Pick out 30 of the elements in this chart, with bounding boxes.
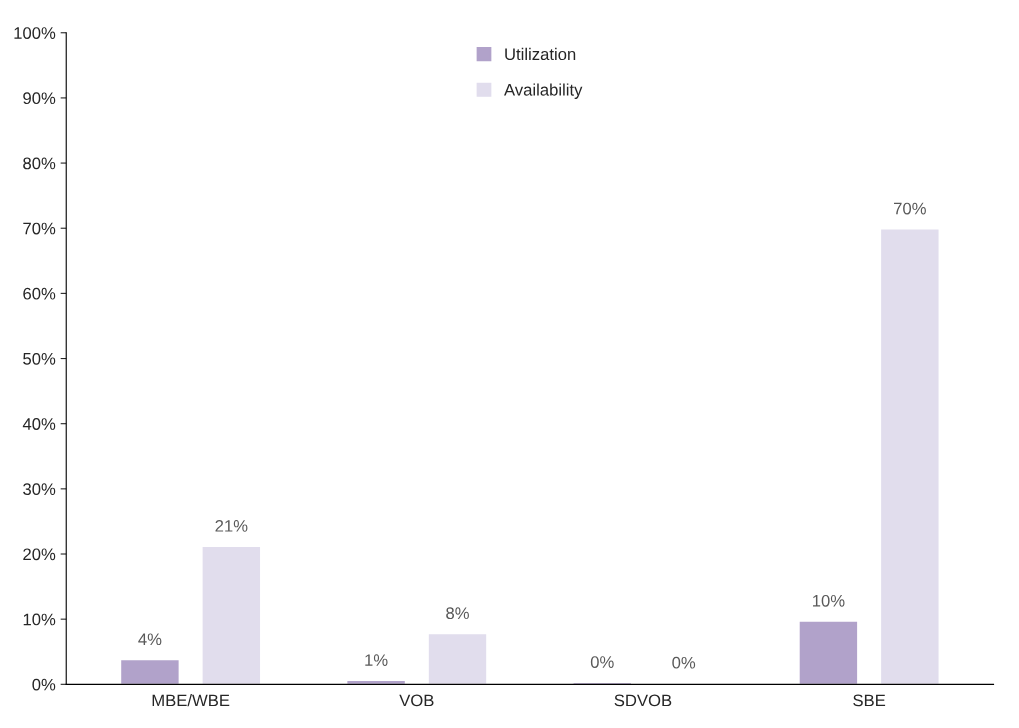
legend-label: Utilization — [505, 47, 576, 61]
y-tick-label: 10% — [23, 613, 56, 626]
y-tick-label: 20% — [23, 548, 56, 561]
x-tick-label: VOB — [399, 694, 434, 707]
bar — [119, 658, 181, 685]
bar — [201, 545, 262, 685]
data-label: 0% — [672, 656, 696, 669]
y-tick-label: 30% — [23, 483, 56, 496]
y-tick-label: 100% — [14, 27, 56, 39]
data-label: 0% — [590, 656, 614, 668]
y-tick-label: 40% — [22, 418, 56, 430]
y-tick-label: 50% — [23, 352, 56, 365]
data-label: 4% — [138, 633, 162, 646]
bar — [427, 632, 488, 685]
y-tick-label: 60% — [23, 287, 56, 300]
y-tick-label: 90% — [23, 92, 56, 105]
x-tick-label: SBE — [853, 694, 886, 707]
data-label: 10% — [813, 594, 845, 607]
bar — [798, 620, 859, 685]
data-label: 8% — [446, 607, 469, 620]
x-tick-label: SDVOB — [614, 694, 672, 707]
legend-label: Availability — [504, 83, 583, 100]
y-tick-label: 0% — [32, 678, 56, 691]
bar — [879, 228, 940, 685]
y-tick-label: 80% — [23, 157, 56, 170]
data-label: 21% — [215, 519, 248, 532]
data-label: 70% — [894, 202, 926, 215]
x-tick-label: MBE/WBE — [152, 694, 230, 707]
data-label: 1% — [365, 654, 388, 666]
y-tick-label: 70% — [23, 222, 56, 235]
